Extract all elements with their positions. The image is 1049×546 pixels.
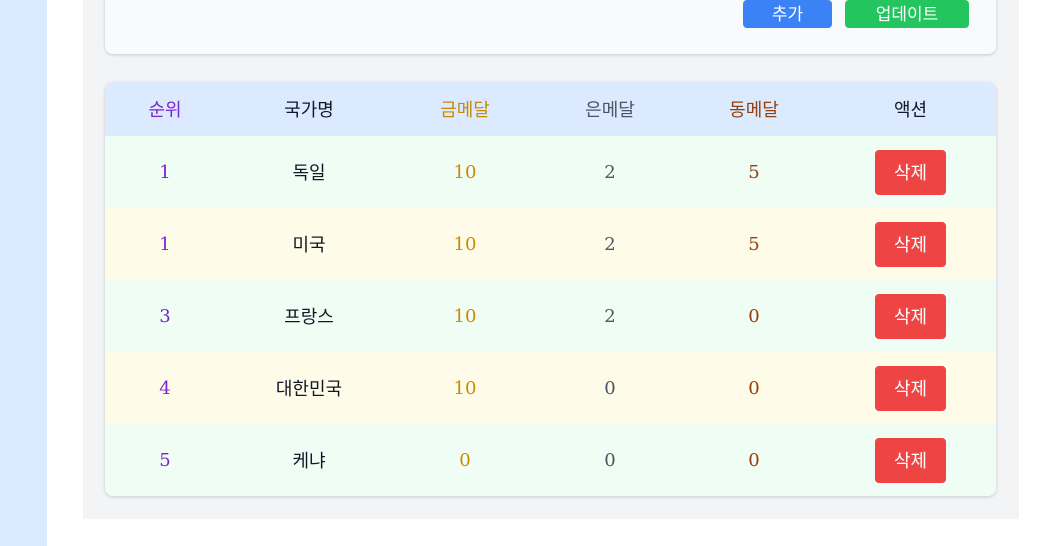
cell-gold: 10 [453,161,477,183]
cell-bronze: 5 [748,233,760,255]
delete-button[interactable]: 삭제 [875,437,946,483]
cell-silver: 2 [604,161,616,183]
cell-country: 프랑스 [284,307,334,328]
cell-gold: 10 [453,233,477,255]
cell-silver: 2 [604,305,616,327]
delete-button[interactable]: 삭제 [875,293,946,339]
cell-bronze: 0 [748,305,760,327]
cell-silver: 2 [604,233,616,255]
main-panel: 추가 업데이트 순위 국가명 [47,0,1049,546]
add-button[interactable]: 추가 [743,0,832,28]
header-rank: 순위 [148,100,182,121]
table-row: 1 미국 10 2 5 삭제 [105,208,996,280]
cell-rank: 1 [159,233,171,255]
header-action: 액션 [893,100,928,121]
cell-rank: 4 [159,377,171,399]
update-button-label: 업데이트 [875,4,939,25]
cell-gold: 10 [453,377,477,399]
header-gold: 금메달 [440,100,490,121]
cell-action: 삭제 [825,136,996,208]
delete-button[interactable]: 삭제 [875,221,946,267]
cell-action: 삭제 [825,424,996,496]
table-row: 3 프랑스 10 2 0 삭제 [105,280,996,352]
cell-action: 삭제 [825,280,996,352]
cell-action: 삭제 [825,352,996,424]
cell-bronze: 0 [748,449,760,471]
cell-silver: 0 [604,449,616,471]
delete-button[interactable]: 삭제 [875,365,946,411]
table-row: 4 대한민국 10 0 0 삭제 [105,352,996,424]
cell-rank: 3 [159,305,171,327]
cell-bronze: 0 [748,377,760,399]
header-country: 국가명 [284,100,334,121]
cell-country: 케냐 [292,451,326,472]
delete-button[interactable]: 삭제 [875,149,946,195]
cell-rank: 5 [159,449,171,471]
table-row: 1 독일 10 2 5 삭제 [105,136,996,208]
content-area: 추가 업데이트 순위 국가명 [83,0,1019,519]
cell-country: 대한민국 [275,379,343,400]
cell-country: 미국 [292,235,326,256]
update-button[interactable]: 업데이트 [845,0,969,28]
add-button-label: 추가 [771,4,804,25]
cell-bronze: 5 [748,161,760,183]
header-silver: 은메달 [585,100,635,121]
cell-action: 삭제 [825,208,996,280]
medal-table: 순위 국가명 금메달 은메달 동메달 액션 1 독일 10 2 5 [105,82,996,496]
header-bronze: 동메달 [729,100,779,121]
cell-country: 독일 [292,163,326,184]
cell-silver: 0 [604,377,616,399]
cell-gold: 10 [453,305,477,327]
medal-table-card: 순위 국가명 금메달 은메달 동메달 액션 1 독일 10 2 5 [105,82,996,496]
table-header-row: 순위 국가명 금메달 은메달 동메달 액션 [105,82,996,136]
cell-rank: 1 [159,161,171,183]
medal-form-card: 추가 업데이트 [105,0,996,54]
table-row: 5 케냐 0 0 0 삭제 [105,424,996,496]
cell-gold: 0 [459,449,471,471]
